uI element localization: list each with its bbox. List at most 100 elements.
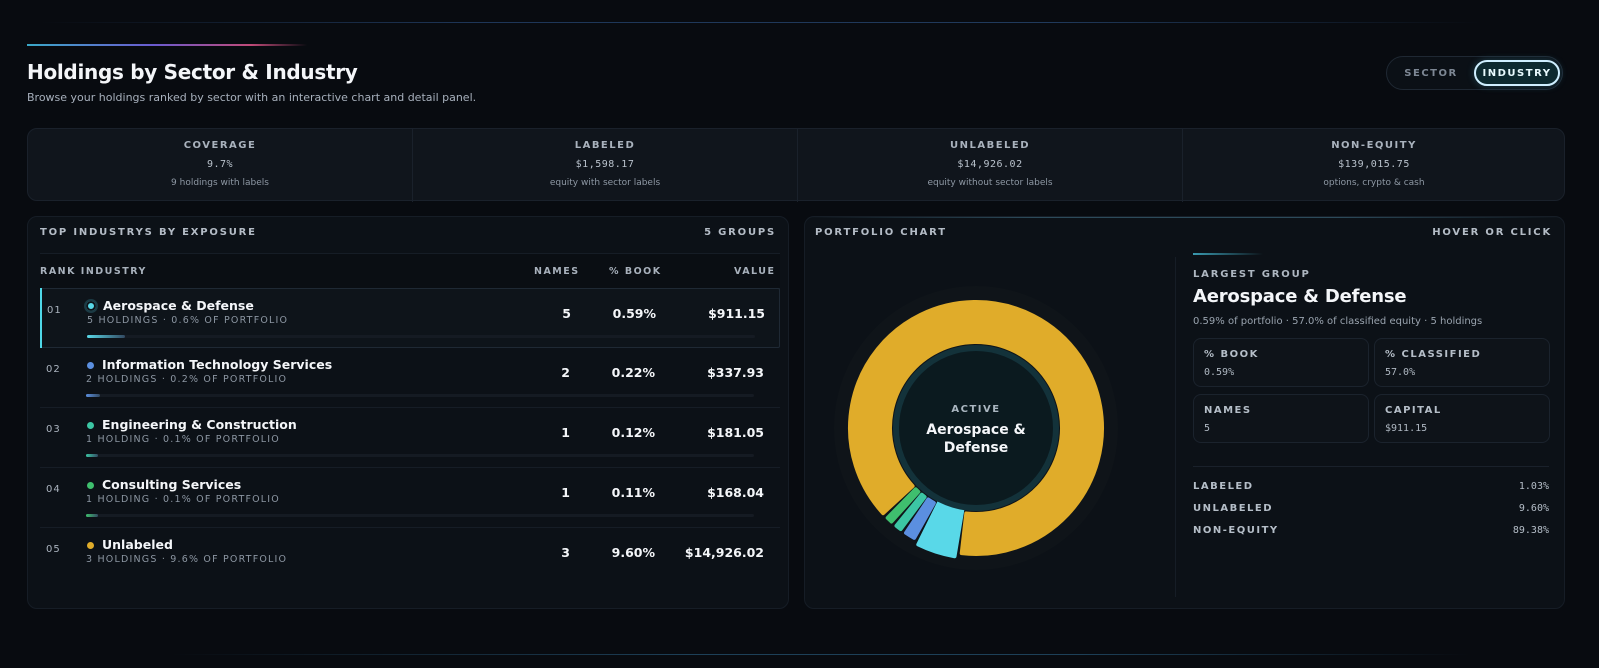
row-industry-name: Engineering & Construction	[102, 417, 297, 432]
col-names[interactable]: NAMES	[534, 266, 580, 277]
stat-label: NON-EQUITY	[1331, 140, 1417, 151]
row-industry-name: Unlabeled	[102, 537, 173, 552]
stat-label: COVERAGE	[183, 140, 257, 151]
page-subtitle: Browse your holdings ranked by sector wi…	[27, 91, 477, 104]
donut-slice-unlabeled[interactable]	[848, 300, 1104, 556]
table-heading: TOP INDUSTRYS BY EXPOSURE	[40, 227, 257, 238]
stat-divider	[797, 129, 798, 202]
row-meta: 1 HOLDING · 0.1% OF PORTFOLIO	[86, 494, 280, 505]
row-names: 1	[561, 425, 570, 440]
row-meta: 2 HOLDINGS · 0.2% OF PORTFOLIO	[86, 374, 288, 385]
row-industry-name: Aerospace & Defense	[103, 298, 254, 313]
breakdown-label: NON-EQUITY	[1193, 525, 1279, 536]
row-book: 9.60%	[611, 545, 655, 560]
stat-labeled: LABELED $1,598.17 equity with sector lab…	[413, 129, 797, 202]
row-rank: 02	[46, 364, 61, 375]
industry-table-panel: TOP INDUSTRYS BY EXPOSURE 5 GROUPS RANK …	[27, 216, 789, 609]
col-rank-industry[interactable]: RANK INDUSTRY	[40, 266, 147, 277]
table-row-aerospace-defense[interactable]: 01 Aerospace & Defense 5 HOLDINGS · 0.6%…	[40, 288, 780, 348]
row-rank: 03	[46, 424, 61, 435]
row-value: $168.04	[707, 485, 764, 500]
detail-card-capital: CAPITAL $911.15	[1374, 394, 1550, 443]
stat-value: $1,598.17	[575, 159, 635, 170]
toggle-industry-button[interactable]: INDUSTRY	[1474, 60, 1560, 86]
stat-label: UNLABELED	[949, 140, 1031, 151]
row-book: 0.59%	[612, 306, 656, 321]
stat-non-equity: NON-EQUITY $139,015.75 options, crypto &…	[1183, 129, 1565, 202]
table-header: RANK INDUSTRY NAMES % BOOK VALUE	[40, 253, 780, 289]
col-value[interactable]: VALUE	[734, 266, 776, 277]
row-rank: 04	[46, 484, 61, 495]
row-book: 0.11%	[611, 485, 655, 500]
stat-value: $139,015.75	[1338, 159, 1410, 170]
table-row-engineering-construction[interactable]: 03 Engineering & Construction 1 HOLDING …	[40, 408, 780, 468]
row-color-dot	[87, 362, 94, 369]
donut-slice-consulting-services[interactable]	[885, 487, 921, 524]
donut-center-label: ACTIVE	[951, 404, 1000, 415]
breakdown-label: LABELED	[1193, 481, 1254, 492]
row-meta: 1 HOLDING · 0.1% OF PORTFOLIO	[86, 434, 280, 445]
table-row-unlabeled[interactable]: 05 Unlabeled 3 HOLDINGS · 9.6% OF PORTFO…	[40, 528, 780, 588]
row-meta: 5 HOLDINGS · 0.6% OF PORTFOLIO	[87, 315, 289, 326]
row-industry-name: Information Technology Services	[102, 357, 333, 372]
donut-center	[893, 345, 1059, 511]
stat-value: 9.7%	[206, 159, 234, 170]
panel-top-accent	[805, 217, 1566, 218]
stat-divider	[412, 129, 413, 202]
chart-hint: HOVER OR CLICK	[1432, 227, 1552, 238]
row-exposure-track	[86, 394, 754, 397]
stat-value: $14,926.02	[957, 159, 1023, 170]
stat-subtext: options, crypto & cash	[1323, 178, 1425, 188]
row-exposure-track	[86, 514, 754, 517]
donut-center-name-line1: Aerospace &	[926, 422, 1026, 438]
row-exposure-bar	[86, 394, 101, 397]
row-value: $911.15	[708, 306, 765, 321]
row-color-dot	[84, 299, 98, 313]
detail-card-book: % BOOK 0.59%	[1193, 338, 1369, 387]
row-names: 5	[562, 306, 571, 321]
breakdown-unlabeled: UNLABELED 9.60%	[1193, 503, 1549, 519]
card-value: 5	[1204, 423, 1211, 434]
card-label: % CLASSIFIED	[1385, 349, 1482, 360]
donut-slices	[848, 300, 1104, 559]
row-value: $337.93	[707, 365, 764, 380]
view-toggle: SECTOR INDUSTRY	[1386, 56, 1563, 90]
top-divider-line	[40, 22, 1480, 23]
table-row-information-technology-services[interactable]: 02 Information Technology Services 2 HOL…	[40, 348, 780, 408]
card-value: 0.59%	[1204, 367, 1235, 378]
page-title: Holdings by Sector & Industry	[27, 60, 358, 84]
breakdown-non-equity: NON-EQUITY 89.38%	[1193, 525, 1549, 541]
chart-detail-divider	[1175, 257, 1176, 597]
breakdown-label: UNLABELED	[1193, 503, 1274, 514]
detail-accent-line	[1193, 253, 1263, 255]
portfolio-chart-panel: PORTFOLIO CHART HOVER OR CLICK ACTIVE Ae…	[804, 216, 1566, 609]
stat-subtext: 9 holdings with labels	[171, 178, 269, 188]
active-row-indicator	[40, 288, 42, 348]
stat-coverage: COVERAGE 9.7% 9 holdings with labels	[28, 129, 412, 202]
row-value: $14,926.02	[684, 545, 764, 560]
row-book: 0.22%	[611, 365, 655, 380]
col-book[interactable]: % BOOK	[609, 266, 662, 277]
stat-label: LABELED	[574, 140, 636, 151]
toggle-sector-button[interactable]: SECTOR	[1404, 67, 1458, 79]
donut-chart-svg: ACTIVE Aerospace & Defense	[834, 286, 1118, 570]
breakdown-value: 89.38%	[1512, 525, 1549, 536]
donut-slice-information-technology-services[interactable]	[904, 497, 936, 540]
breakdown-value: 9.60%	[1518, 503, 1549, 514]
bottom-divider-line	[170, 654, 1470, 655]
row-names: 2	[561, 365, 570, 380]
detail-card-classified: % CLASSIFIED 57.0%	[1374, 338, 1550, 387]
detail-title: Aerospace & Defense	[1193, 286, 1407, 307]
donut-center-name-line2: Defense	[944, 440, 1009, 456]
breakdown-labeled: LABELED 1.03%	[1193, 481, 1549, 497]
row-meta: 3 HOLDINGS · 9.6% OF PORTFOLIO	[86, 554, 288, 565]
donut-slice-engineering-construction[interactable]	[894, 492, 927, 532]
row-exposure-bar	[87, 335, 126, 338]
row-names: 1	[561, 485, 570, 500]
row-book: 0.12%	[611, 425, 655, 440]
row-exposure-bar	[86, 454, 99, 457]
donut-chart: ACTIVE Aerospace & Defense	[825, 277, 1127, 579]
card-value: $911.15	[1385, 423, 1428, 434]
table-row-consulting-services[interactable]: 04 Consulting Services 1 HOLDING · 0.1% …	[40, 468, 780, 528]
stat-subtext: equity without sector labels	[927, 178, 1053, 188]
